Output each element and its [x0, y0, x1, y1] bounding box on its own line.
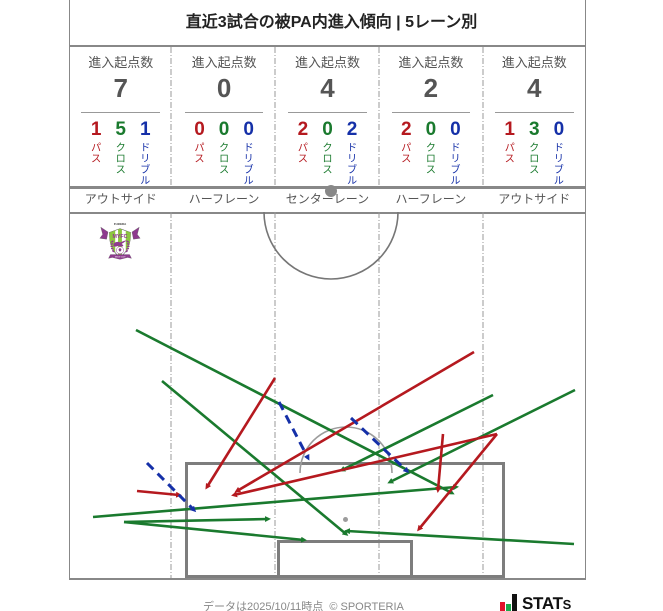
svg-text:SINCE 2009: SINCE 2009: [115, 256, 126, 258]
svg-text:MYFC: MYFC: [113, 234, 128, 240]
svg-text:FUJIEDA: FUJIEDA: [114, 222, 126, 226]
